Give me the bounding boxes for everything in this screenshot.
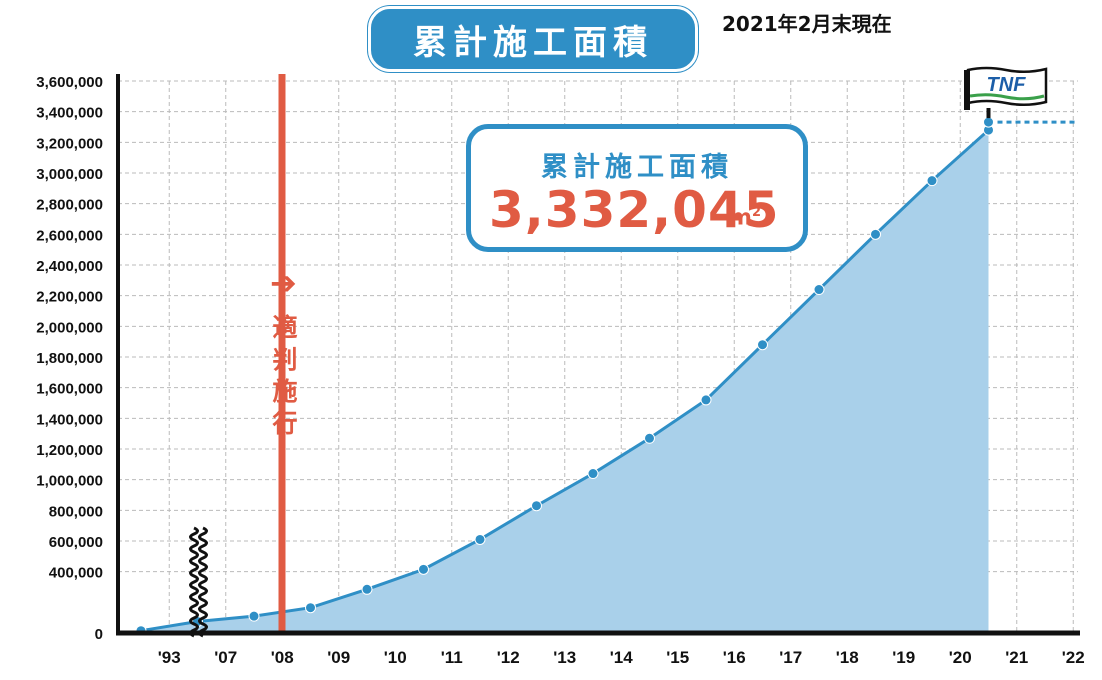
chart-title-badge: 累計施工面積 [368,6,698,72]
axis-break-mark [189,526,199,638]
x-tick-label: '22 [1062,648,1085,667]
x-tick-label: '21 [1005,648,1028,667]
y-tick-label: 1,400,000 [36,411,103,428]
x-tick-label: '12 [497,648,520,667]
data-point [361,583,373,595]
y-tick-label: 0 [95,626,103,643]
data-point [644,432,655,444]
y-tick-label: 800,000 [49,503,103,520]
callout-unit-base: m [729,205,752,231]
data-point [700,394,712,406]
data-point [926,175,938,187]
y-tick-label: 3,400,000 [36,105,103,122]
x-tick-label: '16 [723,648,746,667]
y-tick-label: 2,400,000 [36,258,103,275]
data-point [248,610,260,622]
x-tick-label: '15 [666,648,689,667]
callout-unit-sup: 2 [751,205,761,220]
y-tick-label: 3,200,000 [36,135,103,152]
x-tick-label: '17 [779,648,802,667]
area-fill [141,122,989,634]
y-tick-label: 1,800,000 [36,350,103,367]
callout-label: 累計施工面積 [541,152,733,183]
data-point [870,228,881,240]
y-tick-label: 3,000,000 [36,166,103,183]
y-tick-label: 2,600,000 [36,227,103,244]
y-tick-label: 600,000 [49,534,103,551]
axis-break-mark [198,526,208,638]
y-tick-label: 1,000,000 [36,473,103,490]
x-tick-label: '18 [836,648,859,667]
x-tick-label: '11 [441,648,463,667]
x-tick-label: '08 [271,648,294,667]
x-tick-label: '14 [610,648,633,667]
data-point [757,339,768,351]
flag-text: TNF [987,74,1027,96]
data-point [531,500,542,512]
x-tick-label: '07 [214,648,237,667]
y-tick-label: 3,600,000 [36,74,103,91]
y-tick-label: 400,000 [49,565,103,582]
chart-title: 累計施工面積 [413,22,653,63]
x-tick-label: '09 [327,648,350,667]
data-point [305,602,316,614]
data-point [587,468,599,480]
data-point [474,533,486,545]
data-point [418,563,429,575]
x-tick-label: '19 [892,648,915,667]
as-of-date: 2021年2月末現在 [722,12,892,36]
data-point [813,284,825,296]
tnf-flag-icon: TNF [964,66,1048,110]
y-tick-label: 1,200,000 [36,442,103,459]
y-tick-label: 1,600,000 [36,381,103,398]
x-tick-label: '10 [384,648,407,667]
callout-value: 3,332,045 [489,181,780,239]
callout-unit: m2 [729,205,761,230]
data-point [983,116,994,128]
law-enforcement-label: 適判施行 [272,313,298,438]
x-tick-label: '20 [949,648,972,667]
y-tick-label: 2,800,000 [36,197,103,214]
y-tick-label: 2,000,000 [36,319,103,336]
x-tick-label: '93 [158,648,181,667]
x-tick-label: '13 [553,648,576,667]
total-area-callout: 累計施工面積 3,332,045 m2 [466,124,808,252]
right-arrow-icon: ➔ [270,264,297,302]
y-tick-label: 2,200,000 [36,289,103,306]
